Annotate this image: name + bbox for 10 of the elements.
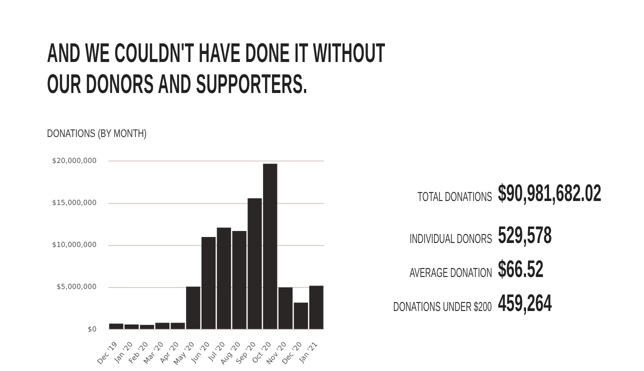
- text: AVERAGE DONATION: [409, 265, 492, 280]
- text: INDIVIDUAL DONORS: [409, 231, 492, 246]
- chart-subtitle: DONATIONS (BY MONTH): [47, 128, 147, 140]
- text: 529,578: [498, 222, 552, 250]
- chart-title: AND WE COULDN'T HAVE DONE IT WITHOUT OUR DONORS AND SUPPORTERS.: [47, 38, 386, 100]
- text: $90,981,682.02: [498, 180, 602, 208]
- text: 459,264: [498, 290, 552, 318]
- text: TOTAL DONATIONS: [418, 189, 492, 204]
- text: $66.52: [498, 256, 544, 284]
- text: DONATIONS UNDER $200: [394, 299, 492, 314]
